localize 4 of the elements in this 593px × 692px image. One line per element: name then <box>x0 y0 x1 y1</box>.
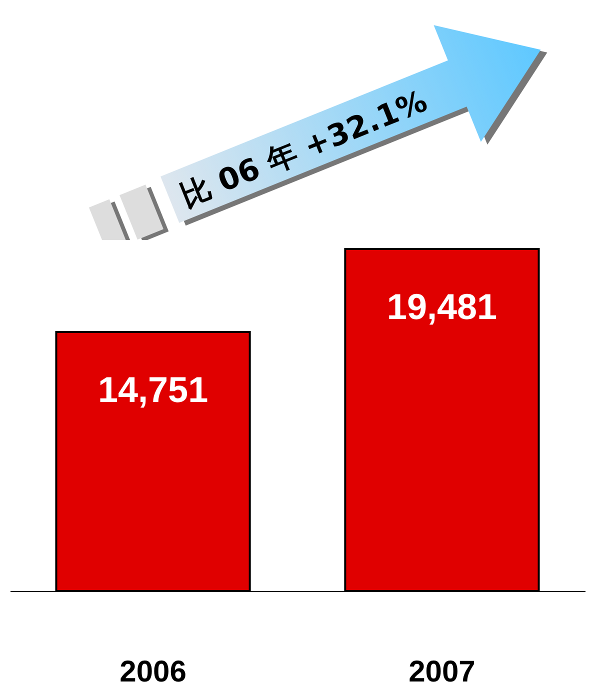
x-tick-label: 2007 <box>408 656 476 688</box>
data-label: 14,751 <box>98 369 208 410</box>
x-tick-label: 2006 <box>120 656 186 688</box>
data-label: 19,481 <box>386 286 498 327</box>
